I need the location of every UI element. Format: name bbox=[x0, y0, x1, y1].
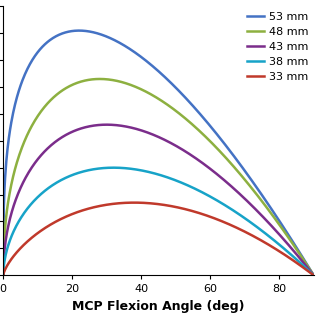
X-axis label: MCP Flexion Angle (deg): MCP Flexion Angle (deg) bbox=[72, 300, 245, 313]
33 mm bbox=[256, 237, 260, 241]
43 mm bbox=[312, 273, 316, 277]
38 mm bbox=[111, 166, 115, 170]
53 mm bbox=[170, 82, 174, 86]
33 mm bbox=[187, 208, 190, 212]
43 mm bbox=[105, 123, 108, 127]
48 mm bbox=[98, 77, 101, 81]
53 mm bbox=[187, 99, 190, 103]
48 mm bbox=[1, 273, 5, 277]
43 mm bbox=[187, 152, 190, 156]
48 mm bbox=[151, 94, 155, 98]
38 mm bbox=[151, 171, 155, 175]
Line: 53 mm: 53 mm bbox=[3, 31, 314, 275]
38 mm bbox=[187, 184, 190, 188]
38 mm bbox=[312, 273, 316, 277]
43 mm bbox=[305, 265, 309, 268]
38 mm bbox=[1, 273, 5, 277]
43 mm bbox=[170, 141, 174, 145]
48 mm bbox=[187, 119, 190, 123]
43 mm bbox=[151, 133, 155, 137]
48 mm bbox=[256, 195, 260, 198]
48 mm bbox=[149, 92, 153, 96]
53 mm bbox=[151, 65, 155, 68]
53 mm bbox=[305, 262, 309, 266]
53 mm bbox=[149, 63, 153, 67]
33 mm bbox=[1, 273, 5, 277]
33 mm bbox=[305, 268, 309, 272]
38 mm bbox=[305, 267, 309, 271]
43 mm bbox=[149, 132, 153, 136]
Legend: 53 mm, 48 mm, 43 mm, 38 mm, 33 mm: 53 mm, 48 mm, 43 mm, 38 mm, 33 mm bbox=[243, 7, 313, 86]
33 mm bbox=[132, 201, 136, 204]
53 mm bbox=[312, 273, 316, 277]
Line: 43 mm: 43 mm bbox=[3, 125, 314, 275]
43 mm bbox=[1, 273, 5, 277]
33 mm bbox=[312, 273, 316, 277]
48 mm bbox=[312, 273, 316, 277]
48 mm bbox=[305, 263, 309, 267]
53 mm bbox=[77, 29, 81, 33]
33 mm bbox=[149, 202, 153, 205]
33 mm bbox=[151, 202, 155, 205]
Line: 33 mm: 33 mm bbox=[3, 203, 314, 275]
38 mm bbox=[256, 226, 260, 230]
Line: 48 mm: 48 mm bbox=[3, 79, 314, 275]
53 mm bbox=[256, 188, 260, 192]
38 mm bbox=[149, 171, 153, 174]
53 mm bbox=[1, 273, 5, 277]
Line: 38 mm: 38 mm bbox=[3, 168, 314, 275]
48 mm bbox=[170, 106, 174, 110]
33 mm bbox=[170, 204, 174, 208]
38 mm bbox=[170, 177, 174, 181]
43 mm bbox=[256, 210, 260, 214]
